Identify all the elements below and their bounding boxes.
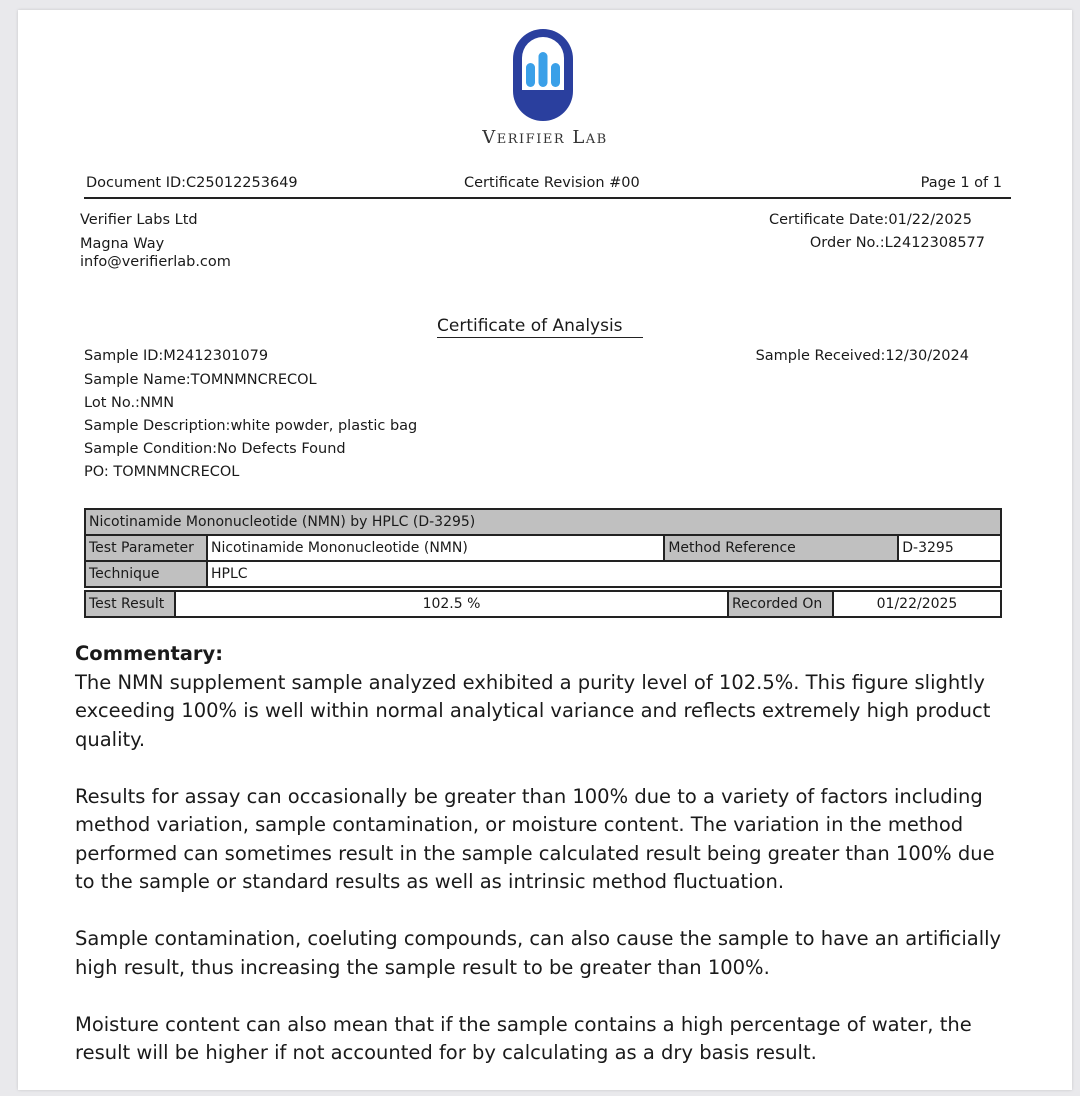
recorded-on-label: Recorded On	[727, 590, 834, 618]
commentary-paragraph: The NMN supplement sample analyzed exhib…	[75, 670, 991, 751]
document-title: Certificate of Analysis	[437, 315, 643, 338]
test-result-value: 102.5 %	[174, 590, 729, 618]
certificate-date: Certificate Date:01/22/2025	[768, 212, 972, 228]
purchase-order: PO: TOMNMNCRECOL	[84, 464, 240, 480]
sample-id: Sample ID:M2412301079	[84, 348, 269, 364]
test-parameter-value: Nicotinamide Mononucleotide (NMN)	[205, 534, 666, 562]
technique-label: Technique	[84, 560, 208, 588]
sample-description: Sample Description:white powder, plastic…	[84, 418, 418, 434]
commentary-section: Commentary: The NMN supplement sample an…	[75, 640, 1015, 1096]
sample-condition: Sample Condition:No Defects Found	[84, 441, 346, 457]
technique-value: HPLC	[206, 560, 1002, 588]
certificate-revision: Certificate Revision #00	[464, 175, 640, 191]
lab-name: Verifier Labs Ltd	[80, 212, 198, 228]
sample-name: Sample Name:TOMNMNCRECOL	[84, 372, 317, 388]
lab-email: info@verifierlab.com	[80, 254, 231, 270]
header-divider	[84, 197, 1011, 199]
brand-name: Verifier Lab	[482, 127, 608, 148]
commentary-paragraph: Results for assay can occasionally be gr…	[75, 784, 995, 894]
method-reference-label: Method Reference	[663, 534, 900, 562]
method-reference-value: D-3295	[897, 534, 1002, 562]
lab-street: Magna Way	[80, 236, 165, 252]
document-id: Document ID:C25012253649	[86, 175, 298, 191]
lot-number: Lot No.:NMN	[84, 395, 175, 411]
commentary-paragraph: Moisture content can also mean that if t…	[75, 1012, 972, 1065]
table-heading: Nicotinamide Mononucleotide (NMN) by HPL…	[84, 508, 1002, 536]
recorded-on-value: 01/22/2025	[832, 590, 1002, 618]
results-table: Nicotinamide Mononucleotide (NMN) by HPL…	[84, 508, 1002, 588]
test-parameter-label: Test Parameter	[84, 534, 208, 562]
commentary-paragraph: Sample contamination, coeluting compound…	[75, 927, 1002, 979]
results-table-result-row: Test Result 102.5 % Recorded On 01/22/20…	[84, 590, 1002, 618]
page-number: Page 1 of 1	[920, 175, 1002, 191]
document-page: Verifier Lab Document ID:C25012253649 Ce…	[18, 10, 1072, 1090]
order-number: Order No.:L2412308577	[809, 235, 985, 251]
verifier-lab-logo-icon	[513, 29, 573, 121]
commentary-heading: Commentary:	[75, 642, 224, 665]
sample-received: Sample Received:12/30/2024	[755, 348, 969, 364]
test-result-label: Test Result	[84, 590, 176, 618]
